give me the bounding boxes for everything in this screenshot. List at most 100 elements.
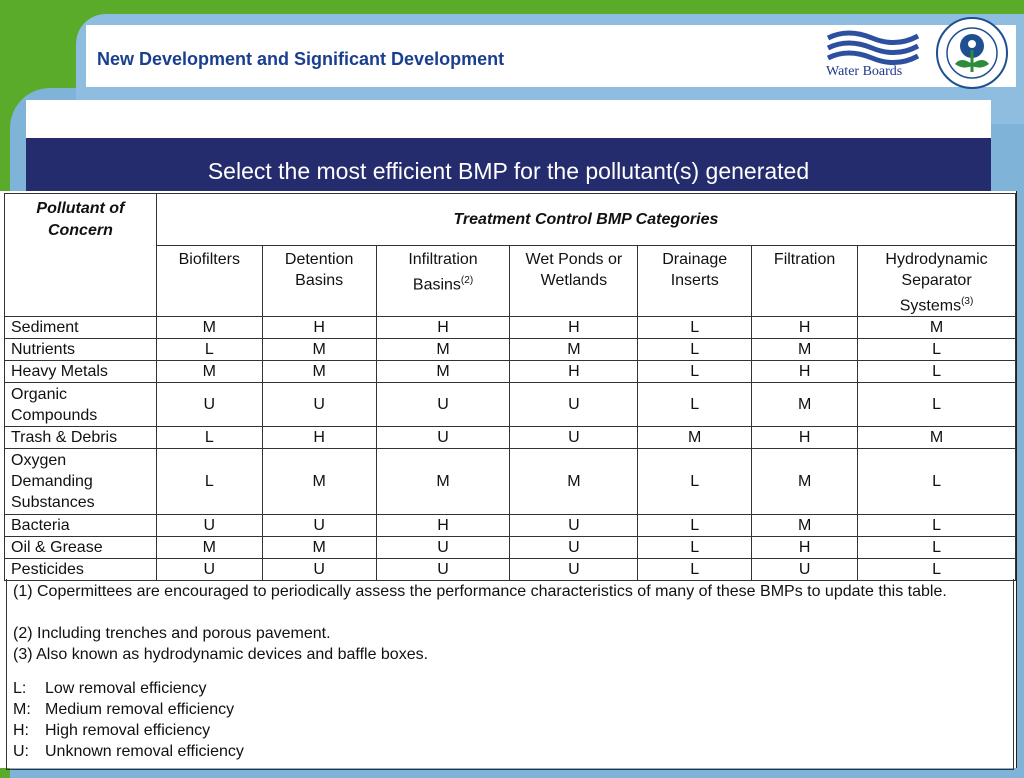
- table-row: Nutrients L M M M L M L: [4, 338, 1016, 362]
- efficiency-cell: L: [155, 448, 263, 516]
- efficiency-cell: L: [857, 536, 1016, 560]
- efficiency-cell: H: [375, 514, 511, 538]
- column-header: Drainage Inserts: [637, 244, 753, 318]
- efficiency-cell: L: [857, 382, 1016, 428]
- efficiency-cell: U: [509, 382, 639, 428]
- efficiency-cell: U: [155, 558, 263, 582]
- efficiency-cell: M: [375, 338, 511, 362]
- efficiency-cell: L: [637, 338, 753, 362]
- efficiency-cell: H: [751, 536, 859, 560]
- efficiency-cell: L: [637, 536, 753, 560]
- legend-unknown: U: Unknown removal efficiency: [13, 743, 244, 760]
- efficiency-cell: U: [375, 382, 511, 428]
- efficiency-cell: M: [155, 360, 263, 384]
- water-boards-logo-text: Water Boards: [826, 64, 903, 79]
- efficiency-cell: M: [751, 448, 859, 516]
- efficiency-cell: L: [637, 360, 753, 384]
- efficiency-cell: M: [751, 514, 859, 538]
- bmp-table: Pollutant of Concern Treatment Control B…: [4, 192, 1017, 582]
- efficiency-cell: M: [751, 338, 859, 362]
- efficiency-cell: U: [375, 558, 511, 582]
- efficiency-cell: M: [509, 448, 639, 516]
- efficiency-cell: U: [155, 382, 263, 428]
- efficiency-cell: U: [509, 558, 639, 582]
- efficiency-cell: H: [751, 316, 859, 340]
- notes-box: (1) Copermittees are encouraged to perio…: [6, 579, 1014, 770]
- efficiency-cell: U: [509, 426, 639, 450]
- efficiency-cell: L: [637, 448, 753, 516]
- efficiency-cell: L: [155, 338, 263, 362]
- efficiency-cell: M: [751, 382, 859, 428]
- efficiency-cell: M: [261, 448, 377, 516]
- banner-text: Select the most efficient BMP for the po…: [207, 158, 810, 184]
- efficiency-cell: H: [509, 316, 639, 340]
- efficiency-cell: U: [155, 514, 263, 538]
- table-row: Bacteria U U H U L M L: [4, 514, 1016, 538]
- column-header: Filtration: [751, 244, 859, 318]
- document-scan: Pollutant of Concern Treatment Control B…: [0, 191, 1017, 770]
- pollutant-cell: Heavy Metals: [4, 360, 157, 384]
- note-1: (1) Copermittees are encouraged to perio…: [13, 583, 947, 600]
- efficiency-cell: U: [375, 426, 511, 450]
- note-2: (2) Including trenches and porous paveme…: [13, 625, 331, 642]
- efficiency-cell: U: [261, 514, 377, 538]
- pollutant-cell: Sediment: [4, 316, 157, 340]
- efficiency-cell: L: [857, 338, 1016, 362]
- subtitle-banner: Select the most efficient BMP for the po…: [26, 138, 991, 194]
- pollutant-cell: Organic Compounds: [4, 382, 157, 428]
- pollutant-header: Pollutant of Concern: [4, 192, 157, 318]
- content-top-strip: [26, 100, 991, 138]
- column-header: Wet Ponds or Wetlands: [509, 244, 639, 318]
- pollutant-cell: Bacteria: [4, 514, 157, 538]
- column-header: Infiltration Basins(2): [375, 244, 511, 318]
- pollutant-cell: Pesticides: [4, 558, 157, 582]
- efficiency-cell: L: [637, 558, 753, 582]
- efficiency-cell: M: [155, 536, 263, 560]
- efficiency-cell: U: [261, 382, 377, 428]
- efficiency-cell: U: [509, 536, 639, 560]
- table-row: Pesticides U U U U L U L: [4, 558, 1016, 582]
- column-header: Biofilters: [155, 244, 263, 318]
- pollutant-cell: Oxygen Demanding Substances: [4, 448, 157, 516]
- legend-high: H: High removal efficiency: [13, 722, 211, 739]
- slide-title: New Development and Significant Developm…: [97, 49, 505, 69]
- efficiency-cell: M: [375, 360, 511, 384]
- legend-low: L: Low removal efficiency: [13, 680, 207, 697]
- efficiency-cell: H: [375, 316, 511, 340]
- efficiency-cell: L: [637, 382, 753, 428]
- table-row: Sediment M H H H L H M: [4, 316, 1016, 340]
- page-edge: [1016, 191, 1017, 768]
- column-header: Hydrodynamic Separator Systems(3): [857, 244, 1016, 318]
- efficiency-cell: M: [857, 426, 1016, 450]
- table-row: Trash & Debris L H U U M H M: [4, 426, 1016, 450]
- column-header: Detention Basins: [261, 244, 377, 318]
- pollutant-cell: Trash & Debris: [4, 426, 157, 450]
- efficiency-cell: H: [261, 316, 377, 340]
- efficiency-cell: L: [857, 558, 1016, 582]
- note-3: (3) Also known as hydrodynamic devices a…: [13, 646, 429, 663]
- table-row: Heavy Metals M M M H L H L: [4, 360, 1016, 384]
- efficiency-cell: H: [751, 426, 859, 450]
- efficiency-cell: L: [637, 514, 753, 538]
- efficiency-cell: M: [155, 316, 263, 340]
- pollutant-cell: Nutrients: [4, 338, 157, 362]
- legend-medium: M: Medium removal efficiency: [13, 701, 235, 718]
- efficiency-cell: M: [375, 448, 511, 516]
- efficiency-cell: H: [509, 360, 639, 384]
- water-waves-icon: [826, 30, 920, 65]
- efficiency-cell: L: [857, 448, 1016, 516]
- table-row: Oxygen Demanding Substances L M M M L M L: [4, 448, 1016, 516]
- efficiency-cell: M: [261, 536, 377, 560]
- efficiency-cell: H: [261, 426, 377, 450]
- epa-seal-icon: [936, 17, 1008, 89]
- efficiency-cell: U: [261, 558, 377, 582]
- efficiency-cell: M: [261, 360, 377, 384]
- table-row: Organic Compounds U U U U L M L: [4, 382, 1016, 428]
- pollutant-cell: Oil & Grease: [4, 536, 157, 560]
- efficiency-cell: M: [857, 316, 1016, 340]
- category-header: Treatment Control BMP Categories: [155, 193, 1017, 246]
- efficiency-cell: H: [751, 360, 859, 384]
- efficiency-cell: L: [857, 360, 1016, 384]
- efficiency-cell: U: [509, 514, 639, 538]
- efficiency-cell: L: [637, 316, 753, 340]
